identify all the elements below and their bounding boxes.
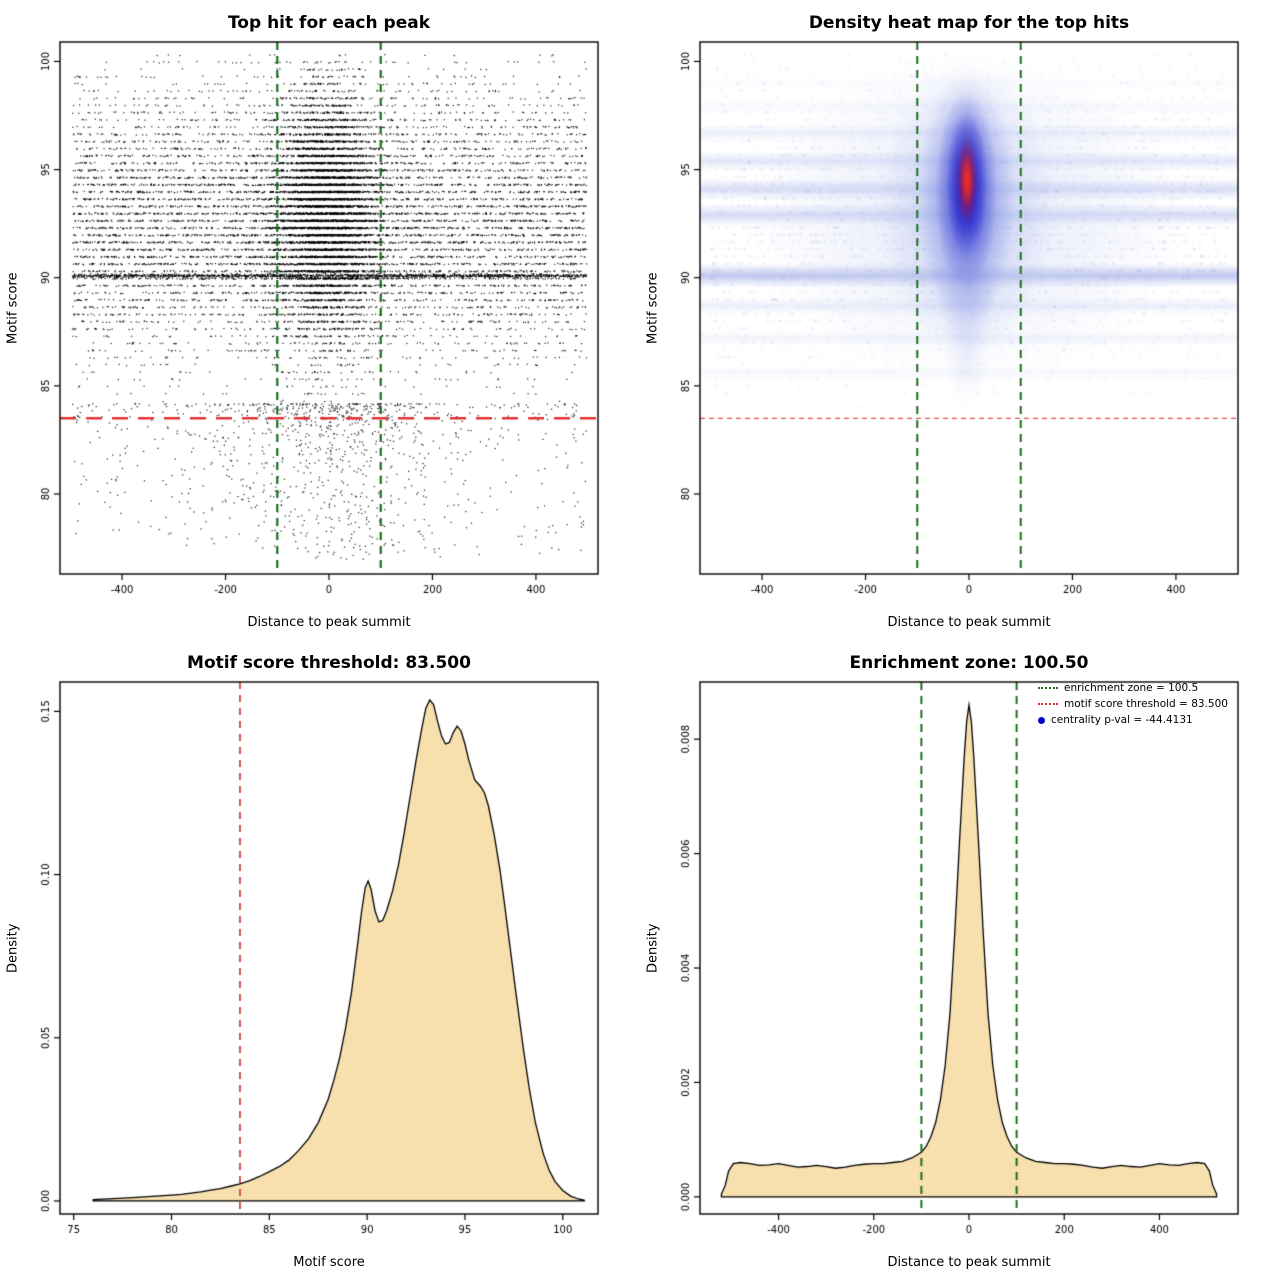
y-axis-label: Motif score [645, 272, 661, 344]
dotted-line-icon [1038, 703, 1058, 705]
panel-title: Motif score threshold: 83.500 [187, 653, 471, 673]
legend-label: centrality p-val = -44.4131 [1051, 714, 1193, 726]
legend-item-centrality-pval: centrality p-val = -44.4131 [1038, 714, 1228, 726]
heatmap-plot-canvas [640, 0, 1280, 640]
panel-title: Top hit for each peak [227, 13, 431, 33]
legend: enrichment zone = 100.5 motif score thre… [1038, 682, 1228, 730]
panel-enrichment-zone-density: Enrichment zone: 100.50 Distance to peak… [640, 640, 1280, 1280]
panel-density-heatmap: Density heat map for the top hits Distan… [640, 0, 1280, 640]
panel-title: Enrichment zone: 100.50 [849, 653, 1089, 673]
dotted-line-icon [1038, 687, 1058, 689]
y-axis-label: Motif score [5, 272, 21, 344]
y-axis-label: Density [5, 923, 21, 973]
legend-label: motif score threshold = 83.500 [1064, 698, 1228, 710]
legend-item-enrichment-zone: enrichment zone = 100.5 [1038, 682, 1228, 694]
scatter-plot-canvas [0, 0, 640, 640]
dot-icon [1038, 716, 1045, 724]
x-axis-label: Distance to peak summit [247, 615, 411, 630]
legend-label: enrichment zone = 100.5 [1064, 682, 1199, 694]
score-density-canvas [0, 640, 640, 1280]
legend-item-score-threshold: motif score threshold = 83.500 [1038, 698, 1228, 710]
panel-title: Density heat map for the top hits [808, 13, 1130, 33]
x-axis-label: Distance to peak summit [887, 1255, 1051, 1270]
x-axis-label: Distance to peak summit [887, 615, 1051, 630]
y-axis-label: Density [645, 923, 661, 973]
x-axis-label: Motif score [293, 1255, 365, 1270]
panel-score-threshold-density: Motif score threshold: 83.500 Motif scor… [0, 640, 640, 1280]
panel-top-hit-scatter: Top hit for each peak Distance to peak s… [0, 0, 640, 640]
distance-density-canvas [640, 640, 1280, 1280]
